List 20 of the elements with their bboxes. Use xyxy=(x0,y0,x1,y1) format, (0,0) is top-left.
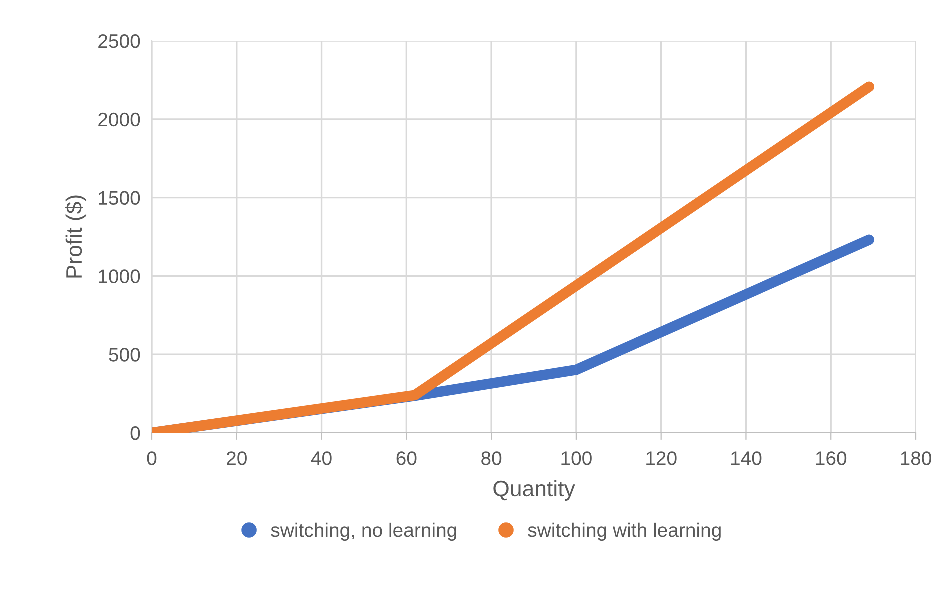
y-tick-label: 0 xyxy=(130,426,140,440)
y-tick-label: 1000 xyxy=(99,270,140,284)
y-tick-label: 2500 xyxy=(98,34,140,48)
legend-label: switching with learning xyxy=(528,522,721,542)
x-tick-label: 160 xyxy=(816,452,847,466)
y-tick-label: 500 xyxy=(109,348,140,362)
x-axis-title: Quantity xyxy=(494,480,576,502)
x-tick-label: 60 xyxy=(396,452,417,466)
legend-label: switching, no learning xyxy=(271,522,456,542)
y-tick-label: 1500 xyxy=(99,191,140,206)
x-tick-label: 100 xyxy=(562,452,592,466)
x-tick-label: 20 xyxy=(227,452,247,466)
x-tick-label: 140 xyxy=(731,452,762,466)
y-axis-title: Profit ($) xyxy=(65,196,87,278)
y-tick-label: 2000 xyxy=(98,112,140,127)
x-tick-label: 80 xyxy=(482,452,502,466)
x-tick-label: 180 xyxy=(901,452,932,466)
x-tick-label: 40 xyxy=(311,452,332,466)
x-tick-label: 0 xyxy=(147,452,157,466)
x-tick-label: 120 xyxy=(646,452,677,466)
